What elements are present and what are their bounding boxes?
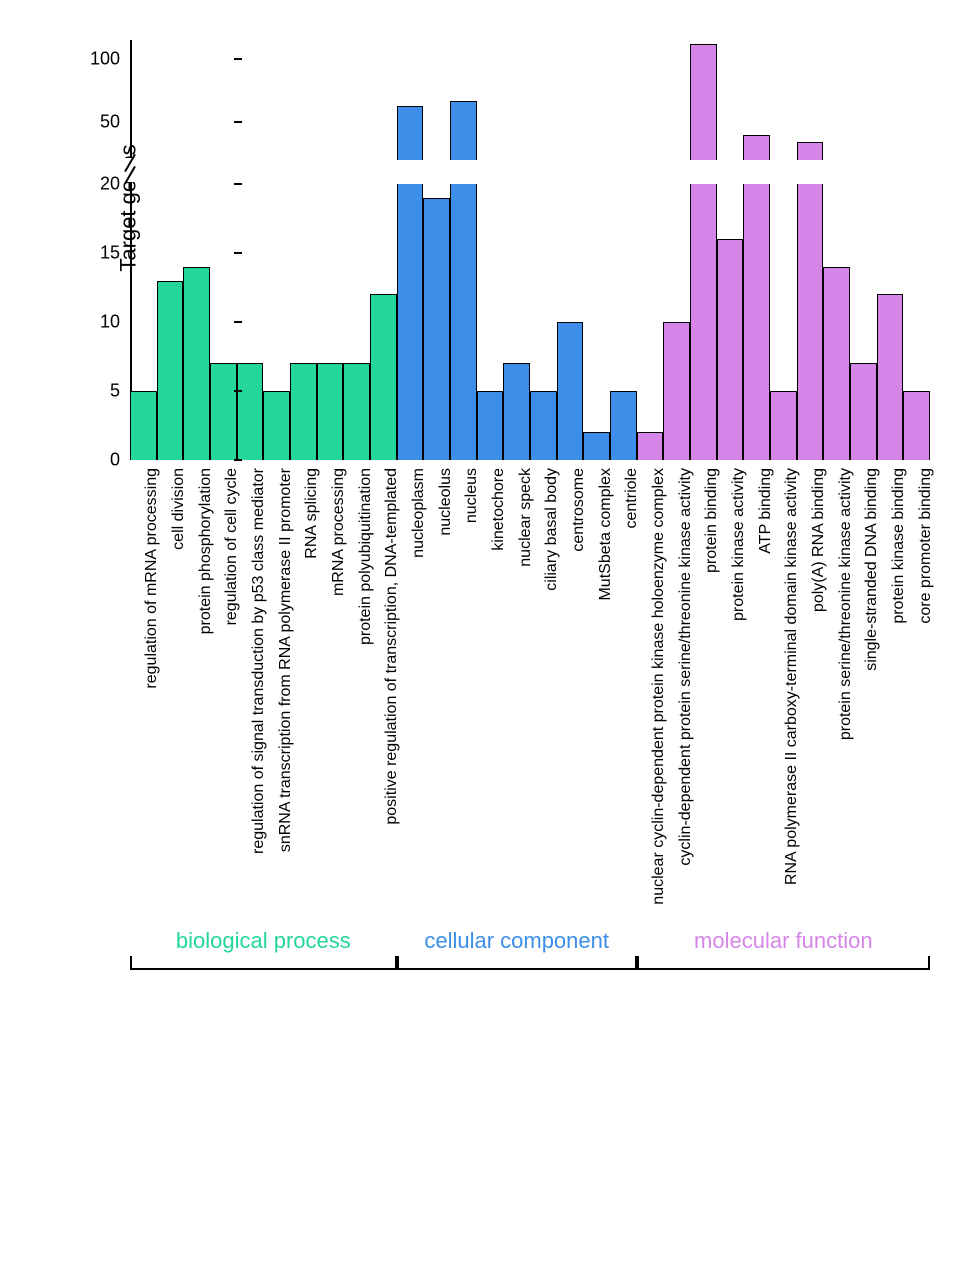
bar [610,391,637,460]
bar [183,267,210,460]
bar [157,281,184,460]
bar-upper [690,44,717,160]
bar-upper [797,142,824,160]
x-tick-label: nuclear cyclin-dependent protein kinase … [650,468,668,968]
x-tick-label: regulation of mRNA processing [143,468,161,968]
bar-upper [397,106,424,160]
bar [877,294,904,460]
y-tick [234,321,242,323]
x-tick-label: protein binding [703,468,721,968]
bar [423,198,450,460]
group-bracket [397,956,637,970]
x-tick-label: kinetochore [490,468,508,968]
plot-area [130,40,930,460]
x-tick-label: ATP binding [757,468,775,968]
y-tick [234,183,242,185]
bar [823,267,850,460]
x-tick-label: nucleus [463,468,481,968]
x-tick-label: regulation of signal transduction by p53… [250,468,268,968]
x-tick-label: centrosome [570,468,588,968]
x-tick-label: nucleoplasm [410,468,428,968]
bar [583,432,610,460]
y-tick-label: 0 [80,450,120,471]
x-tick-label: protein kinase activity [730,468,748,968]
x-tick-label: protein kinase binding [890,468,908,968]
y-tick-label: 10 [80,312,120,333]
x-tick-label: cyclin-dependent protein serine/threonin… [677,468,695,968]
x-tick-label: nuclear speck [517,468,535,968]
x-tick-label: cell division [170,468,188,968]
x-tick-label: MutSbeta complex [597,468,615,968]
x-tick-label: snRNA transcription from RNA polymerase … [277,468,295,968]
x-tick-label: poly(A) RNA binding [810,468,828,968]
bar [290,363,317,460]
bar-lower [450,184,477,460]
x-tick-label: core promoter binding [917,468,935,968]
bar [130,391,157,460]
bar [903,391,930,460]
x-tick-label: nucleolus [437,468,455,968]
x-tick-label: mRNA processing [330,468,348,968]
bar-lower [743,184,770,460]
bar-lower [690,184,717,460]
y-tick-label: 50 [80,112,120,133]
x-tick-label: single-stranded DNA binding [863,468,881,968]
bar [530,391,557,460]
bar [343,363,370,460]
bar [850,363,877,460]
x-tick-label: ciliary basal body [543,468,561,968]
group-label: cellular component [397,928,637,954]
bar [477,391,504,460]
bar [370,294,397,460]
x-tick-label: RNA splicing [303,468,321,968]
bar-lower [397,184,424,460]
y-tick [234,252,242,254]
bar-upper [450,101,477,160]
y-tick-label: 5 [80,381,120,402]
group-bracket [637,956,930,970]
x-tick-label: protein serine/threonine kinase activity [837,468,855,968]
bar [263,391,290,460]
bar [770,391,797,460]
y-tick-label: 100 [80,48,120,69]
x-tick-label: centriole [623,468,641,968]
bar [717,239,744,460]
y-tick [234,121,242,123]
bar [663,322,690,460]
y-tick [234,58,242,60]
group-label: biological process [130,928,397,954]
x-tick-label: protein phosphorylation [197,468,215,968]
bar [503,363,530,460]
bar-lower [797,184,824,460]
y-tick [234,459,242,461]
go-bar-chart: Target genes regulation of mRNA processi… [20,20,936,1252]
group-bracket [130,956,397,970]
x-tick-label: RNA polymerase II carboxy-terminal domai… [783,468,801,968]
axis-break-mark [122,158,138,182]
bar [637,432,664,460]
y-tick-label: 15 [80,243,120,264]
bar-upper [743,135,770,160]
bar [210,363,237,460]
bar [317,363,344,460]
y-tick [234,390,242,392]
group-label: molecular function [637,928,930,954]
x-tick-label: protein polyubiquitination [357,468,375,968]
x-tick-label: positive regulation of transcription, DN… [383,468,401,968]
bar [557,322,584,460]
y-tick-label: 20 [80,174,120,195]
bar [237,363,264,460]
x-tick-label: regulation of cell cycle [223,468,241,968]
